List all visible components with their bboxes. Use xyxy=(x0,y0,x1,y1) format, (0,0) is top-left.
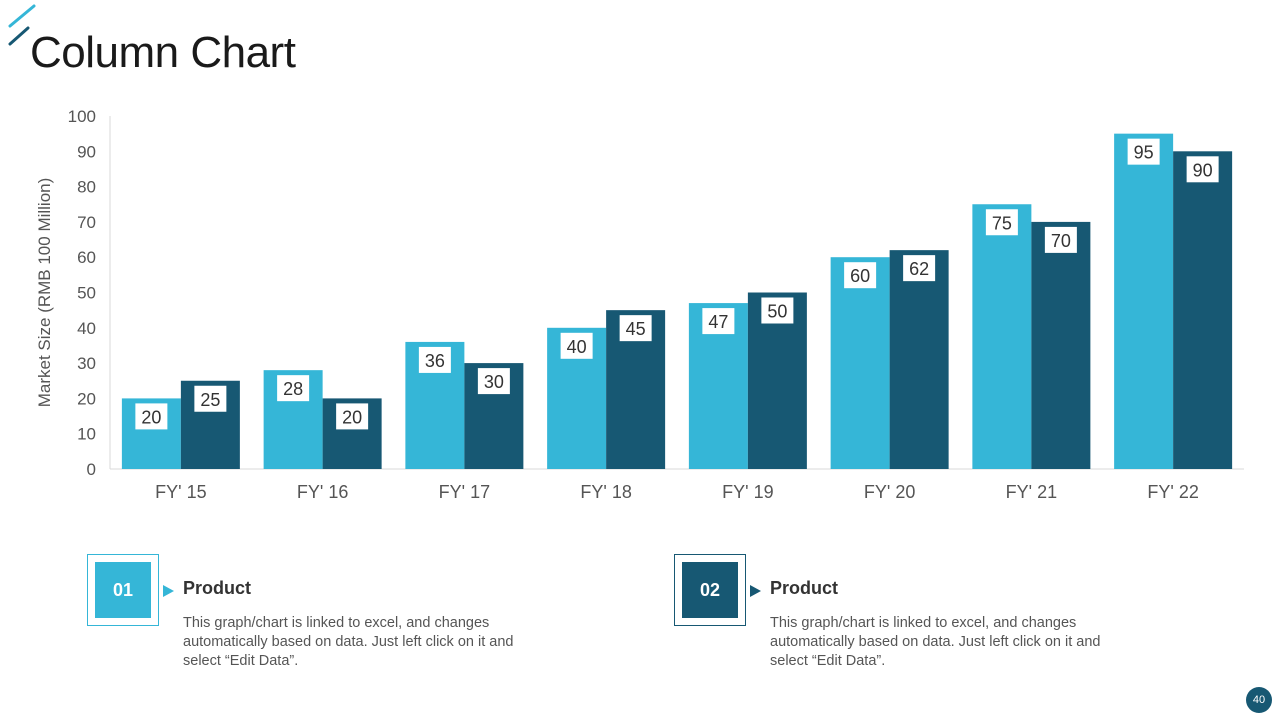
legend-frame-02 xyxy=(674,554,746,626)
bar xyxy=(830,257,890,469)
data-label: 20 xyxy=(342,407,362,427)
x-tick-label: FY' 21 xyxy=(1006,482,1057,502)
y-tick-label: 80 xyxy=(77,178,96,197)
x-tick-label: FY' 17 xyxy=(439,482,490,502)
data-label-box xyxy=(702,308,735,335)
page-title: Column Chart xyxy=(30,28,296,77)
y-tick-label: 60 xyxy=(77,248,96,267)
data-label-box xyxy=(761,297,794,324)
data-label: 30 xyxy=(484,372,504,392)
data-label: 70 xyxy=(1051,231,1071,251)
data-label-box xyxy=(1186,156,1219,183)
data-label: 40 xyxy=(567,337,587,357)
data-label: 45 xyxy=(626,319,646,339)
arrow-right-icon xyxy=(750,585,761,597)
y-tick-label: 20 xyxy=(77,389,96,408)
legend-heading-02: Product xyxy=(770,578,839,598)
data-label: 95 xyxy=(1134,143,1154,163)
data-label: 75 xyxy=(992,213,1012,233)
legend-heading-01: Product xyxy=(183,578,252,598)
data-label: 62 xyxy=(909,259,929,279)
column-chart: 0 10 20 30 40 50 60 70 80 90 100 Market Size (RMB 1… xyxy=(35,107,1244,502)
data-label: 20 xyxy=(141,407,161,427)
data-label-box xyxy=(560,332,593,359)
x-tick-label: FY' 18 xyxy=(580,482,631,502)
bar xyxy=(1031,221,1091,469)
y-tick-label: 100 xyxy=(68,107,96,126)
data-label-box xyxy=(194,385,227,412)
data-label: 25 xyxy=(200,390,220,410)
data-label-box xyxy=(135,403,168,430)
legend-number-01: 01 xyxy=(95,562,151,618)
bar xyxy=(1173,151,1233,470)
data-label-box xyxy=(277,375,310,402)
legend-frame-01 xyxy=(87,554,159,626)
y-tick-label: 30 xyxy=(77,354,96,373)
legend-item-02: 02 Product This graph/chart is linked to… xyxy=(674,554,1134,674)
y-tick-label: 70 xyxy=(77,213,96,232)
data-label: 60 xyxy=(850,266,870,286)
legend-item-01: 01 Product This graph/chart is linked to… xyxy=(87,554,547,674)
data-label-box xyxy=(477,368,510,395)
y-tick-label: 40 xyxy=(77,319,96,338)
y-tick-label: 0 xyxy=(87,460,96,479)
data-label-box xyxy=(903,255,936,282)
data-label: 90 xyxy=(1193,160,1213,180)
arrow-right-icon xyxy=(163,585,174,597)
bar xyxy=(889,250,949,469)
data-label-box xyxy=(985,209,1018,236)
data-label: 50 xyxy=(767,302,787,322)
data-label-box xyxy=(619,315,652,342)
data-label-box xyxy=(1044,226,1077,253)
x-tick-label: FY' 22 xyxy=(1147,482,1198,502)
data-label-box xyxy=(336,403,369,430)
bar xyxy=(1114,133,1174,469)
data-label: 47 xyxy=(708,312,728,332)
y-tick-label: 50 xyxy=(77,284,96,303)
y-tick-label: 10 xyxy=(77,425,96,444)
bar xyxy=(972,204,1032,469)
x-tick-label: FY' 20 xyxy=(864,482,915,502)
x-tick-label: FY' 15 xyxy=(155,482,206,502)
data-label-box xyxy=(844,262,877,289)
page-number: 40 xyxy=(1246,687,1272,713)
slash-decoration-icon xyxy=(8,4,36,46)
legend-description-01: This graph/chart is linked to excel, and… xyxy=(183,615,514,669)
legend-number-02: 02 xyxy=(682,562,738,618)
y-axis-title: Market Size (RMB 100 Million) xyxy=(35,178,54,408)
data-label-box xyxy=(418,346,451,373)
legend-description-02: This graph/chart is linked to excel, and… xyxy=(770,615,1101,669)
y-tick-label: 90 xyxy=(77,142,96,161)
data-label: 28 xyxy=(283,379,303,399)
data-label-box xyxy=(1127,138,1160,165)
x-tick-label: FY' 19 xyxy=(722,482,773,502)
data-label: 36 xyxy=(425,351,445,371)
x-tick-label: FY' 16 xyxy=(297,482,348,502)
